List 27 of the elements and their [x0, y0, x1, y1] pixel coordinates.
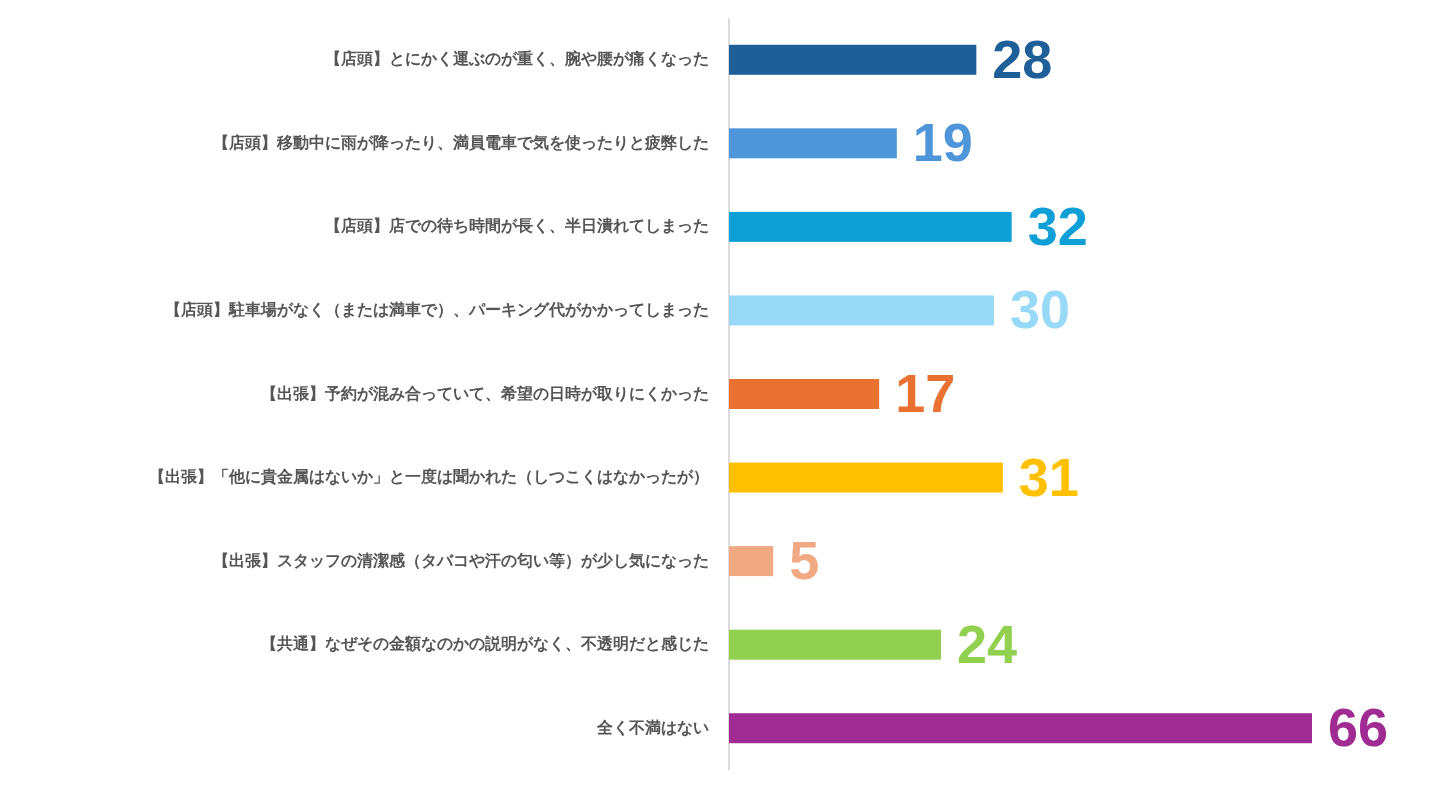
- bar: [729, 211, 1012, 242]
- y-tick-label: 全く不満はない: [596, 717, 709, 737]
- data-label: 24: [957, 613, 1018, 674]
- y-tick-label: 【共通】なぜその金額なのかの説明がなく、不透明だと感じた: [261, 634, 709, 654]
- bar: [729, 462, 1003, 493]
- data-label: 19: [912, 112, 973, 173]
- bar: [729, 128, 897, 159]
- bar: [729, 379, 880, 409]
- y-tick-label: 【店頭】店での待ち時間が長く、半日潰れてしまった: [325, 216, 709, 236]
- y-tick-label: 【店頭】移動中に雨が降ったり、満員電車で気を使ったりと疲弊した: [213, 132, 709, 152]
- data-label: 17: [895, 363, 956, 423]
- y-tick-label: 【出張】予約が混み合っていて、希望の日時が取りにくかった: [261, 383, 709, 403]
- bar: [729, 295, 994, 326]
- y-tick-label: 【出張】スタッフの清潔感（タバコや汗の匂い等）が少し気になった: [213, 550, 709, 570]
- y-tick-label: 【店頭】駐車場がなく（または満車で）、パーキング代がかかってしまった: [165, 299, 709, 319]
- y-tick-label: 【店頭】とにかく運ぶのが重く、腕や腰が痛くなった: [325, 49, 709, 69]
- data-label: 28: [992, 28, 1053, 89]
- data-label: 66: [1328, 697, 1389, 758]
- data-label: 5: [789, 530, 820, 591]
- data-label: 30: [1010, 279, 1071, 340]
- bar: [729, 546, 774, 577]
- data-label: 32: [1027, 195, 1088, 256]
- bar: [729, 629, 941, 660]
- y-tick-label: 【出張】「他に貴金属はないか」と一度は聞かれた（しつこくはなかったが）: [149, 467, 709, 487]
- data-label: 31: [1018, 446, 1079, 507]
- bar: [729, 713, 1312, 744]
- bar: [729, 44, 977, 75]
